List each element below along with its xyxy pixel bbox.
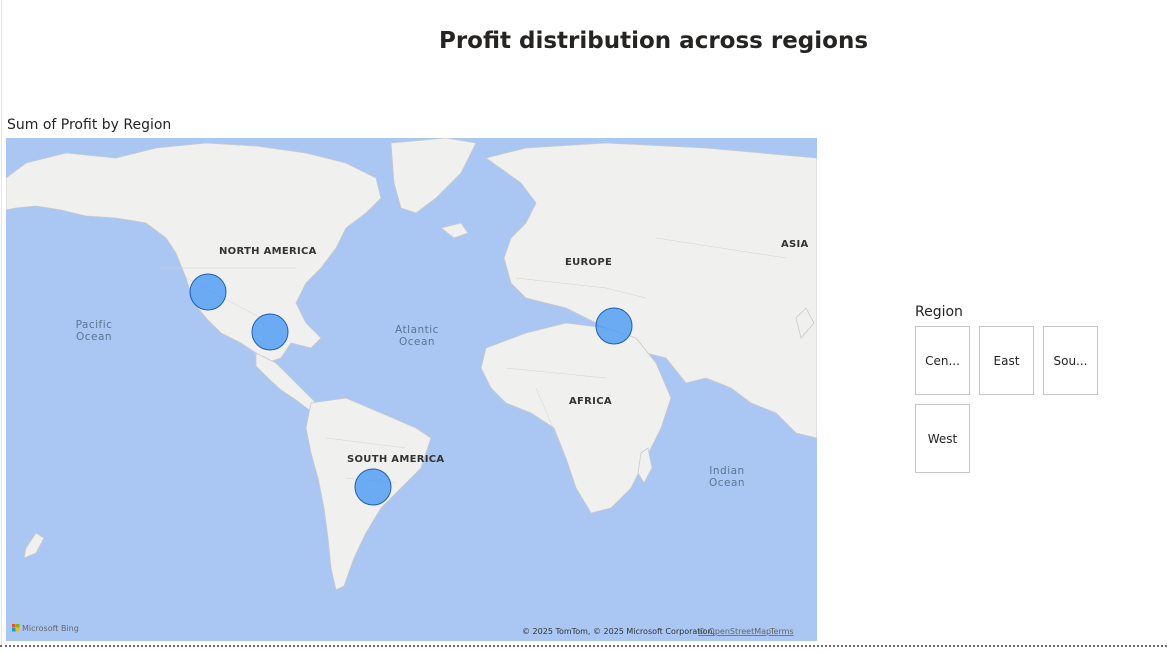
slicer-item-central[interactable]: Cen... xyxy=(915,326,970,395)
label-north-america: NORTH AMERICA xyxy=(219,246,317,257)
ms-logo-red xyxy=(12,624,16,628)
ms-logo-green xyxy=(16,624,20,628)
region-bubbles xyxy=(189,273,633,506)
page-bottom-border xyxy=(0,645,1167,647)
map-visual[interactable]: NORTH AMERICA EUROPE ASIA AFRICA SOUTH A… xyxy=(6,138,817,641)
map-visual-title: Sum of Profit by Region xyxy=(7,117,172,133)
provider-label: Microsoft Bing xyxy=(22,624,79,633)
central-america-land xyxy=(255,352,317,411)
map-attribution: © 2025 TomTom, © 2025 Microsoft Corporat… xyxy=(522,627,715,636)
iceland-land xyxy=(440,222,469,239)
madagascar-land xyxy=(637,447,653,484)
microsoft-bing-logo: Microsoft Bing xyxy=(12,624,79,633)
label-indian-2: Ocean xyxy=(709,477,745,489)
terms-link[interactable]: Terms xyxy=(769,627,794,636)
label-europe: EUROPE xyxy=(565,257,612,268)
label-pacific-2: Ocean xyxy=(76,331,112,343)
ms-logo-yellow xyxy=(16,628,20,632)
label-africa: AFRICA xyxy=(569,396,612,407)
ms-logo-blue xyxy=(12,628,16,632)
label-indian-1: Indian xyxy=(709,465,744,477)
label-south-america: SOUTH AMERICA xyxy=(347,454,444,465)
bubble-west[interactable] xyxy=(189,273,227,311)
bubble-central[interactable] xyxy=(251,313,289,351)
slicer-item-east[interactable]: East xyxy=(979,326,1034,395)
openstreetmap-link[interactable]: © OpenStreetMap xyxy=(698,627,771,636)
page-title: Profit distribution across regions xyxy=(438,28,869,54)
bubble-south[interactable] xyxy=(354,468,392,506)
label-asia: ASIA xyxy=(781,239,809,250)
north-america-land xyxy=(6,142,382,364)
label-atlantic-1: Atlantic xyxy=(395,324,439,336)
slicer-header: Region xyxy=(915,304,963,320)
japan-land xyxy=(795,307,815,339)
land-masses xyxy=(6,138,817,591)
label-pacific-1: Pacific xyxy=(76,319,113,331)
label-atlantic-2: Ocean xyxy=(399,336,435,348)
left-border xyxy=(1,0,2,646)
slicer-item-west[interactable]: West xyxy=(915,404,970,473)
new-zealand-land xyxy=(23,532,45,559)
bubble-east[interactable] xyxy=(595,307,633,345)
greenland-land xyxy=(390,138,477,214)
slicer-item-south[interactable]: Sou... xyxy=(1043,326,1098,395)
